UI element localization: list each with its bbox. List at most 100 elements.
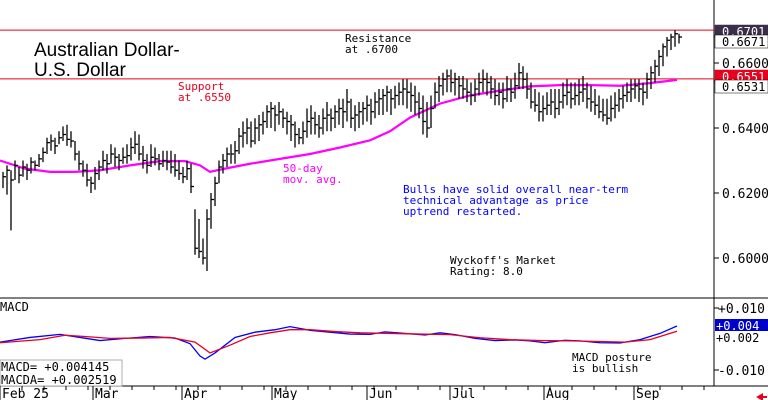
price-bar — [150, 144, 154, 167]
price-bar — [378, 89, 382, 115]
price-bar — [514, 72, 518, 99]
time-tick-label: Jul — [452, 387, 475, 400]
price-bar — [618, 89, 622, 112]
price-bar — [310, 105, 314, 135]
price-bar — [638, 79, 642, 102]
price-bar — [234, 141, 238, 164]
price-bar — [550, 89, 554, 115]
price-bar — [306, 108, 310, 138]
price-tick-label: 0.6200 — [722, 187, 768, 202]
price-bar — [626, 82, 630, 102]
price-bar — [242, 121, 246, 148]
price-bar — [366, 95, 370, 122]
price-tick-label: 0.6400 — [722, 122, 768, 137]
price-bar — [674, 30, 678, 47]
price-bar — [610, 95, 614, 122]
price-bar — [110, 144, 114, 164]
price-bar — [666, 37, 670, 57]
price-bar — [354, 105, 358, 132]
price-bar — [630, 79, 634, 102]
price-bar — [126, 144, 130, 164]
price-bar — [390, 89, 394, 115]
price-bar — [494, 79, 498, 106]
price-bar — [510, 79, 514, 102]
price-bar — [502, 82, 506, 109]
price-bar — [438, 76, 442, 102]
price-bar — [174, 154, 178, 177]
price-bar — [490, 76, 494, 99]
price-bar — [402, 79, 406, 106]
price-bar — [278, 102, 282, 125]
price-tick-label: 0.6600 — [722, 57, 768, 72]
time-tick-label: Aug — [546, 387, 569, 400]
price-bar — [170, 150, 174, 174]
price-bar — [598, 95, 602, 119]
price-bar — [38, 154, 42, 167]
price-bar — [286, 111, 290, 135]
price-bar — [190, 163, 194, 193]
price-bar — [406, 79, 410, 109]
price-bar — [466, 79, 470, 102]
support-label: Support at .6550 — [178, 80, 231, 104]
price-bar — [218, 160, 222, 184]
price-bar — [614, 92, 618, 119]
price-bar — [2, 171, 6, 189]
time-tick-label: Feb 25 — [2, 387, 49, 400]
price-bar — [62, 126, 66, 141]
price-bar — [670, 33, 674, 50]
price-bar — [70, 131, 74, 148]
time-tick-label: Apr — [184, 387, 208, 400]
price-bar — [182, 167, 186, 184]
price-bar — [222, 154, 226, 174]
price-bar — [186, 160, 190, 180]
price-bar — [22, 160, 26, 177]
macda-readout: MACDA= +0.002519 — [1, 373, 117, 387]
price-bar — [94, 167, 98, 190]
price-bar — [162, 150, 166, 167]
price-bar — [58, 131, 62, 145]
price-bar — [654, 59, 658, 83]
macd-tick-label: -0.010 — [718, 364, 765, 379]
price-bar — [566, 79, 570, 106]
price-bar — [326, 102, 330, 132]
chart-title: Australian Dollar-U.S. Dollar — [34, 40, 180, 81]
macd-readout-box — [0, 359, 123, 387]
price-bar — [46, 137, 50, 154]
ma-label: 50-day mov. avg. — [283, 162, 343, 186]
macd-title: MACD — [0, 300, 29, 314]
price-bar — [450, 69, 454, 93]
price-bar — [314, 111, 318, 135]
price-bar — [6, 165, 10, 195]
price-bar — [506, 76, 510, 102]
price-bar — [658, 50, 662, 76]
price-bar — [642, 82, 646, 106]
price-tick-label: 0.6000 — [722, 252, 768, 267]
price-bar — [662, 43, 666, 67]
price-bar — [458, 76, 462, 99]
price-bar — [650, 66, 654, 89]
price-bar — [142, 145, 146, 169]
price-bar — [10, 170, 14, 231]
price-bar — [546, 92, 550, 115]
price-bar — [178, 160, 182, 180]
price-bar — [386, 85, 390, 112]
price-bar — [130, 137, 134, 161]
price-tag-label: 0.6671 — [722, 35, 765, 49]
price-bar — [146, 154, 150, 174]
price-bar — [134, 131, 138, 154]
price-bar — [606, 98, 610, 125]
price-bar — [206, 209, 210, 271]
price-bar — [238, 128, 242, 154]
price-bar — [298, 128, 302, 145]
price-bar — [454, 72, 458, 96]
price-bar — [442, 72, 446, 96]
price-bar — [426, 102, 430, 138]
ma-50-line — [0, 78, 678, 174]
price-bar — [194, 209, 198, 255]
price-bar — [478, 72, 482, 96]
price-bar — [446, 69, 450, 93]
time-tick-label: Sep — [636, 387, 660, 400]
price-bar — [82, 160, 86, 177]
price-bar — [422, 95, 426, 135]
scroll-left-arrow-icon[interactable] — [756, 393, 763, 400]
